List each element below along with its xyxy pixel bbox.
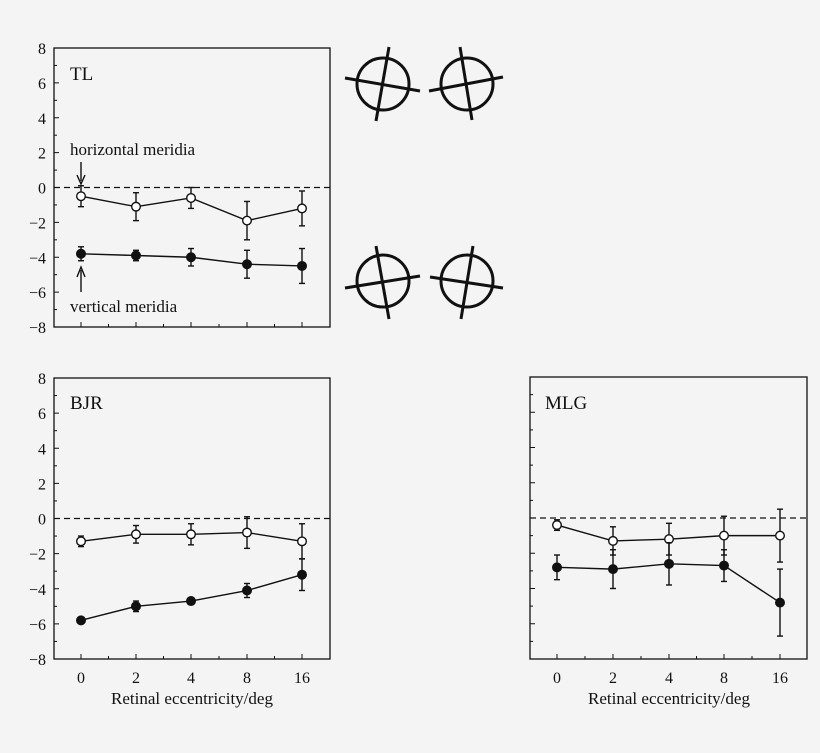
data-point — [75, 615, 86, 626]
x-axis-label: Retinal eccentricity/deg — [111, 689, 273, 708]
x-tick-label: 8 — [243, 670, 251, 687]
crosshair-line — [458, 46, 474, 121]
y-tick-label: −8 — [29, 652, 46, 669]
y-tick-label: −4 — [29, 250, 46, 267]
x-tick-label: 16 — [772, 670, 788, 687]
crosshair-icon — [344, 245, 421, 320]
data-point — [241, 215, 252, 226]
y-tick-label: 8 — [38, 371, 46, 388]
data-point — [719, 530, 730, 541]
annotation-vertical-meridia: vertical meridia — [70, 297, 178, 316]
y-tick-label: 8 — [38, 41, 46, 58]
crosshair-icon — [344, 46, 421, 122]
crosshair-line — [459, 245, 475, 320]
crosshair-line — [374, 46, 391, 122]
x-tick-label: 4 — [665, 670, 673, 687]
data-point — [185, 596, 196, 607]
x-tick-label: 4 — [187, 670, 195, 687]
x-axis-label: Retinal eccentricity/deg — [588, 689, 750, 708]
data-point — [75, 191, 86, 202]
data-point — [608, 535, 619, 546]
data-point — [608, 564, 619, 575]
y-tick-label: 2 — [38, 476, 46, 493]
y-tick-label: −6 — [29, 285, 46, 302]
data-point — [241, 259, 252, 270]
data-point — [75, 536, 86, 547]
data-point — [719, 560, 730, 571]
crosshair-circle — [439, 253, 495, 309]
crosshair-circle — [439, 56, 495, 112]
data-point — [297, 203, 308, 214]
crosshair-line — [374, 245, 391, 320]
y-tick-label: 0 — [38, 181, 46, 198]
data-point — [185, 529, 196, 540]
y-tick-label: 6 — [38, 76, 46, 93]
crosshair-icon — [429, 245, 504, 320]
arrow-head — [76, 265, 86, 278]
y-tick-label: 6 — [38, 406, 46, 423]
y-tick-label: 4 — [38, 441, 46, 458]
x-tick-label: 8 — [720, 670, 728, 687]
crosshair-icon — [428, 46, 504, 121]
data-point — [775, 530, 786, 541]
data-point — [552, 520, 563, 531]
data-point — [130, 201, 141, 212]
data-point — [775, 597, 786, 608]
x-tick-label: 0 — [77, 670, 85, 687]
data-point — [241, 585, 252, 596]
arrow-head — [76, 174, 86, 186]
data-point — [130, 601, 141, 612]
panel-mlg: MLG Retinal eccentricity/deg 0 2 4 8 16 — [529, 376, 808, 708]
x-tick-label: 2 — [132, 670, 140, 687]
x-tick-label: 0 — [553, 670, 561, 687]
panel-title: BJR — [70, 393, 103, 414]
annotation-horizontal-meridia: horizontal meridia — [70, 140, 196, 159]
data-point — [664, 558, 675, 569]
x-tick-label: 2 — [609, 670, 617, 687]
y-tick-label: −4 — [29, 582, 46, 599]
y-tick-label: 2 — [38, 146, 46, 163]
panel-tl: TL horizontal meridia vertical meridia −… — [29, 41, 331, 337]
data-point — [297, 260, 308, 271]
data-point — [130, 529, 141, 540]
y-tick-label: −8 — [29, 320, 46, 337]
crosshair-circle — [355, 253, 411, 309]
x-tick-label: 16 — [294, 670, 310, 687]
y-tick-label: 0 — [38, 512, 46, 529]
panel-bjr: BJR Retinal eccentricity/deg −8 −6 −4 −2 0 2 4… — [29, 371, 331, 708]
panel-title: MLG — [545, 393, 588, 414]
y-tick-label: −2 — [29, 215, 46, 232]
data-point — [130, 250, 141, 261]
data-point — [297, 569, 308, 580]
crosshair-icons — [344, 46, 504, 320]
data-point — [75, 248, 86, 259]
data-point — [185, 192, 196, 203]
y-tick-label: 4 — [38, 111, 46, 128]
y-tick-label: −6 — [29, 617, 46, 634]
data-point — [241, 527, 252, 538]
crosshair-circle — [355, 56, 411, 112]
data-point — [185, 252, 196, 263]
panel-title: TL — [70, 64, 93, 85]
data-point — [297, 536, 308, 547]
data-point — [552, 562, 563, 573]
y-tick-label: −2 — [29, 547, 46, 564]
